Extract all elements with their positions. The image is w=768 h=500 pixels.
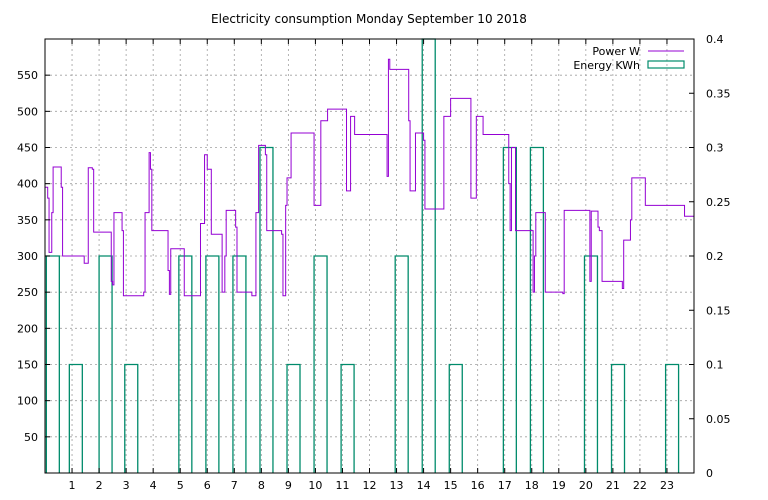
x-tick-label: 18 xyxy=(525,479,539,492)
x-tick-label: 4 xyxy=(150,479,157,492)
chart-title: Electricity consumption Monday September… xyxy=(211,12,527,26)
x-tick-label: 12 xyxy=(363,479,377,492)
x-tick-label: 1 xyxy=(69,479,76,492)
energy-bar xyxy=(421,38,436,473)
energy-bar xyxy=(529,146,545,473)
x-tick-label: 16 xyxy=(471,479,485,492)
x-tick-label: 9 xyxy=(285,479,292,492)
power-series xyxy=(45,58,695,297)
energy-bar xyxy=(286,363,301,473)
energy-bar xyxy=(394,255,409,473)
y-tick-label: 350 xyxy=(17,214,38,227)
y2-tick-label: 0.2 xyxy=(706,250,724,263)
y-tick-label: 500 xyxy=(17,105,38,118)
y2-tick-label: 0.35 xyxy=(706,87,731,100)
x-tick-label: 17 xyxy=(498,479,512,492)
grid-layer xyxy=(45,39,694,473)
x-tick-label: 3 xyxy=(123,479,130,492)
y2-tick-label: 0.05 xyxy=(706,413,731,426)
x-tick-label: 21 xyxy=(606,479,620,492)
power-line xyxy=(45,58,695,297)
x-tick-label: 14 xyxy=(417,479,431,492)
legend-label-energy: Energy KWh xyxy=(573,59,640,72)
x-tick-label: 22 xyxy=(633,479,647,492)
y2-tick-label: 0.25 xyxy=(706,196,731,209)
energy-bar xyxy=(448,363,463,473)
x-tick-label: 20 xyxy=(579,479,593,492)
energy-bar xyxy=(98,255,113,473)
y-tick-label: 50 xyxy=(24,431,38,444)
energy-bar xyxy=(124,363,139,473)
y-tick-label: 550 xyxy=(17,69,38,82)
x-tick-label: 15 xyxy=(444,479,458,492)
x-tick-label: 10 xyxy=(308,479,322,492)
y2-tick-label: 0.1 xyxy=(706,359,724,372)
energy-bar xyxy=(259,146,274,473)
y-tick-label: 250 xyxy=(17,286,38,299)
energy-series xyxy=(45,38,680,473)
legend-swatch-energy xyxy=(647,60,685,69)
energy-bar xyxy=(610,363,626,473)
legend-label-power: Power W xyxy=(592,45,640,58)
x-tick-label: 2 xyxy=(96,479,103,492)
y2-tick-label: 0.3 xyxy=(706,142,724,155)
energy-bar xyxy=(313,255,328,473)
y-tick-label: 300 xyxy=(17,250,38,263)
energy-bar xyxy=(205,255,220,473)
energy-bar xyxy=(232,255,247,473)
x-tick-label: 5 xyxy=(177,479,184,492)
x-tick-label: 8 xyxy=(258,479,265,492)
x-tick-label: 19 xyxy=(552,479,566,492)
y2-tick-label: 0 xyxy=(706,467,713,480)
x-tick-label: 6 xyxy=(204,479,211,492)
energy-bar xyxy=(340,363,355,473)
x-tick-label: 13 xyxy=(390,479,404,492)
y2-tick-label: 0.4 xyxy=(706,33,724,46)
axis-layer: 1 2 3 4 5 6 7 8 9 10 11 12 13 14 15 16 17 18 19 20 21 22 23501… xyxy=(17,33,731,492)
y-tick-label: 450 xyxy=(17,142,38,155)
y2-tick-label: 0.15 xyxy=(706,304,731,317)
energy-bar xyxy=(178,255,193,473)
x-tick-label: 7 xyxy=(231,479,238,492)
y-tick-label: 100 xyxy=(17,395,38,408)
energy-bar xyxy=(664,363,680,473)
energy-bar xyxy=(502,146,517,473)
y-tick-label: 150 xyxy=(17,359,38,372)
y-tick-label: 400 xyxy=(17,178,38,191)
x-tick-label: 11 xyxy=(335,479,349,492)
y-tick-label: 200 xyxy=(17,322,38,335)
x-tick-label: 23 xyxy=(660,479,674,492)
energy-bar xyxy=(68,363,83,473)
